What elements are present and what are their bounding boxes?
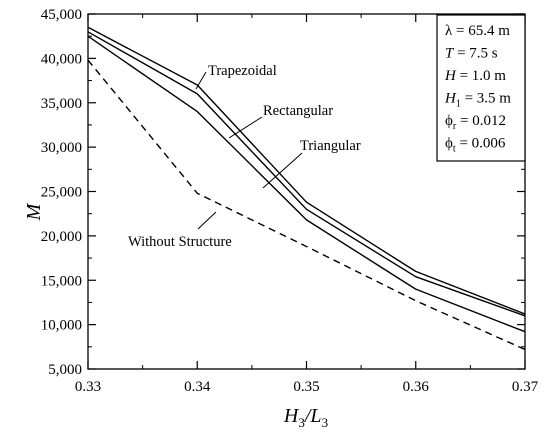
parameter-line: H1 = 3.5 m — [444, 91, 511, 110]
parameter-symbol: ϕ — [445, 113, 453, 129]
series-label-rectangular: Rectangular — [263, 103, 333, 119]
series-label-triangular: Triangular — [300, 138, 361, 154]
parameter-line: ϕr = 0.012 — [445, 113, 506, 132]
series-line-rectangular — [87, 31, 526, 317]
parameter-symbol: λ — [445, 23, 453, 39]
y-tick-label: 30,000 — [41, 140, 82, 156]
parameter-box — [436, 14, 526, 162]
parameter-subscript: 1 — [456, 99, 461, 110]
plot-area — [87, 26, 526, 351]
y-tick-label: 40,000 — [41, 51, 82, 67]
parameter-value: = 1.0 m — [456, 68, 506, 84]
annotations: Trapezoidal Rectangular Triangular Without … — [128, 14, 526, 250]
parameter-value: = 65.4 m — [452, 23, 510, 39]
y-axis-label: M — [23, 202, 45, 221]
parameter-value: = 3.5 m — [461, 91, 511, 107]
parameter-value: = 0.012 — [456, 113, 506, 129]
parameter-value: = 0.006 — [456, 136, 506, 152]
y-tick-label: 35,000 — [41, 96, 82, 112]
x-tick-label: 0.33 — [75, 379, 101, 395]
x-axis-label: H3/L3 — [283, 405, 328, 430]
parameter-symbol: H — [444, 91, 457, 107]
leader-line-triangular — [262, 152, 303, 189]
x-tick-label: 0.37 — [512, 379, 539, 395]
axes: 0.33 0.34 0.35 0.36 0.37 5,000 10,000 15,000 20,… — [23, 7, 539, 430]
y-tick-label: 10,000 — [41, 318, 82, 334]
series-line-trapezoidal — [87, 26, 526, 315]
series-line-without-structure — [87, 59, 526, 351]
leader-line-trapezoidal — [195, 71, 207, 90]
parameter-symbol: ϕ — [445, 136, 453, 152]
x-tick-label: 0.36 — [403, 379, 430, 395]
parameter-line: T = 7.5 s — [445, 46, 498, 62]
y-tick-label: 20,000 — [41, 229, 82, 245]
x-axis-label-part: 3 — [322, 415, 329, 430]
parameter-value: = 7.5 s — [453, 46, 497, 62]
parameter-symbol: T — [445, 46, 455, 62]
parameter-subscript: t — [453, 144, 456, 155]
x-tick-label: 0.34 — [184, 379, 211, 395]
series-label-trapezoidal: Trapezoidal — [208, 63, 277, 79]
x-axis-label-part: H — [283, 405, 300, 427]
series-label-without-structure: Without Structure — [128, 234, 232, 250]
leader-line-without-structure — [197, 211, 217, 230]
leader-line-rectangular — [228, 116, 263, 139]
x-axis-label-part: /L — [304, 405, 322, 427]
parameter-line: ϕt = 0.006 — [445, 136, 506, 155]
y-tick-label: 25,000 — [41, 185, 82, 201]
parameter-subscript: r — [453, 121, 457, 132]
parameter-line: λ = 65.4 m — [445, 23, 510, 39]
x-tick-label: 0.35 — [293, 379, 319, 395]
series-line-triangular — [87, 35, 526, 333]
y-tick-label: 5,000 — [48, 362, 82, 378]
parameter-symbol: H — [444, 68, 457, 84]
x-axis-label-part: 3 — [298, 415, 305, 430]
y-tick-label: 15,000 — [41, 273, 82, 289]
y-tick-label: 45,000 — [41, 7, 82, 23]
parameter-line: H = 1.0 m — [444, 68, 506, 84]
